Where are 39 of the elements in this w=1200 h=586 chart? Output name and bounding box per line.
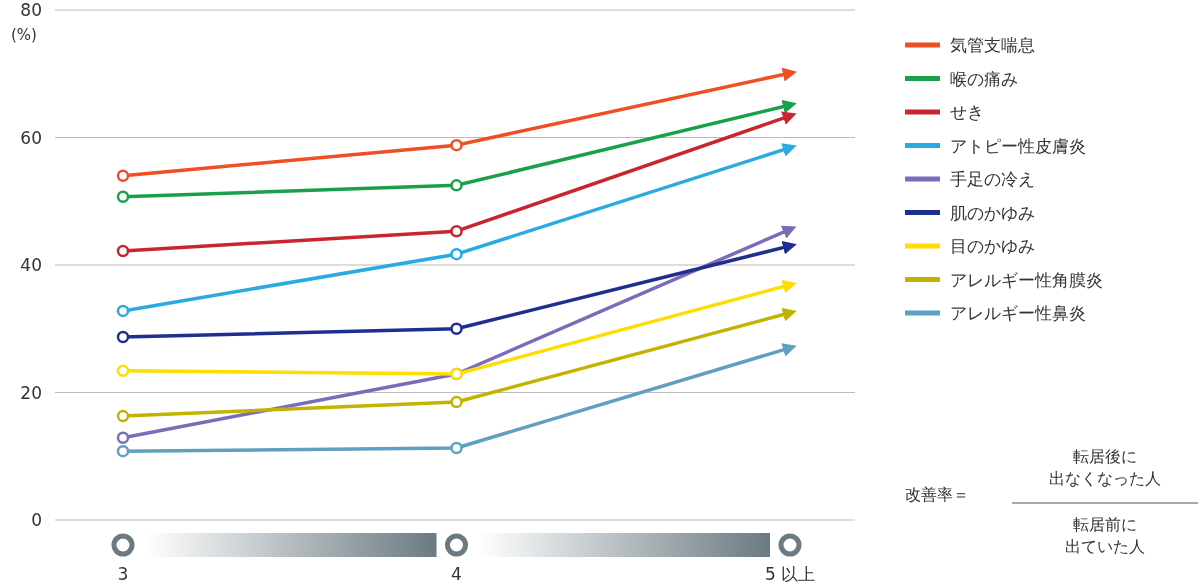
point xyxy=(116,431,130,445)
legend-label: アレルギー性鼻炎 xyxy=(950,303,1086,323)
point xyxy=(116,364,130,378)
y-tick-label: 60 xyxy=(20,127,42,148)
point xyxy=(450,247,463,261)
legend-label: 目のかゆみ xyxy=(950,236,1035,256)
text: 転居前に xyxy=(1073,515,1137,534)
legend-label: 手足の冷え xyxy=(950,169,1035,189)
legend-label: アレルギー性角膜炎 xyxy=(950,269,1103,290)
x-tick-label: 3 xyxy=(117,564,129,584)
x-tick-label: 4 xyxy=(451,564,462,584)
legend-label: 肌のかゆみ xyxy=(950,202,1035,223)
point xyxy=(450,441,463,455)
point xyxy=(116,244,130,258)
point xyxy=(450,322,463,335)
point xyxy=(116,444,130,458)
point xyxy=(116,409,130,423)
legend-label: せき xyxy=(950,102,984,122)
point xyxy=(450,224,463,238)
text: 改善率＝ xyxy=(905,485,969,504)
y-tick-label: 0 xyxy=(31,510,42,530)
point xyxy=(116,169,130,182)
x-tick-label: 5 以上 xyxy=(764,564,816,584)
point xyxy=(450,138,463,152)
legend-label: 気管支喘息 xyxy=(950,35,1035,55)
point xyxy=(450,395,463,409)
y-tick-label: 20 xyxy=(20,382,42,403)
text: 転居後に xyxy=(1073,447,1137,466)
y-axis-title: (%) xyxy=(11,26,37,44)
point xyxy=(116,330,130,344)
y-tick-label: 40 xyxy=(20,255,42,275)
point xyxy=(116,190,130,204)
text: 出なくなった人 xyxy=(1049,469,1161,488)
point xyxy=(116,304,130,318)
legend-label: アトピー性皮膚炎 xyxy=(950,135,1086,156)
point xyxy=(450,179,463,192)
text: 出ていた人 xyxy=(1065,537,1145,556)
y-tick-label: 80 xyxy=(20,0,42,20)
legend-label: 喉の痛み xyxy=(950,68,1018,89)
